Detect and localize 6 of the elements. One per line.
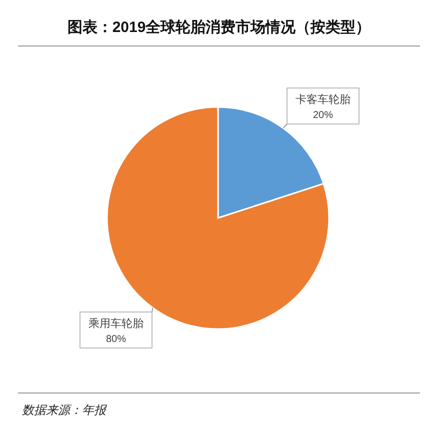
chart-title: 图表：2019全球轮胎消费市场情况（按类型）	[67, 18, 371, 36]
slice-label: 卡客车轮胎	[296, 93, 350, 106]
data-label: 20%	[312, 110, 334, 121]
source-note: 数据来源：年报	[22, 403, 107, 417]
data-label: 80%	[106, 334, 126, 345]
slice-label: 乘用车轮胎	[88, 317, 144, 330]
